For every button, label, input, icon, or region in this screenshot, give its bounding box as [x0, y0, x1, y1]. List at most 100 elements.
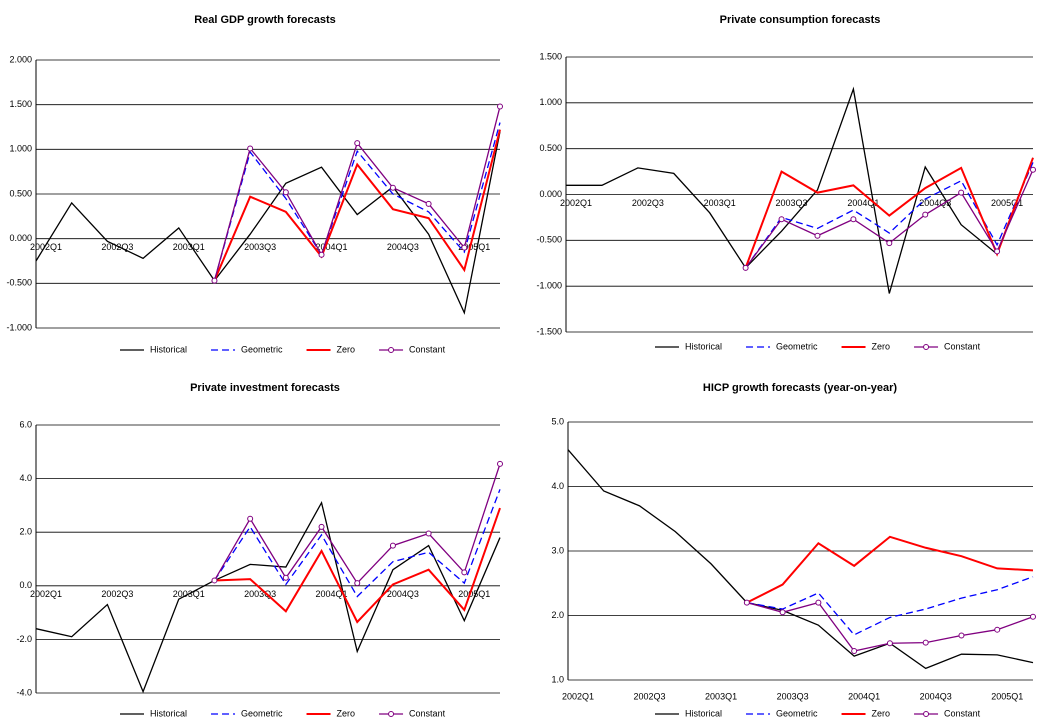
series-marker: [886, 240, 893, 247]
y-tick-label: 6.0: [19, 419, 32, 429]
legend-label: Historical: [685, 341, 722, 351]
series-marker: [886, 640, 893, 647]
y-tick-label: 1.500: [9, 99, 32, 109]
y-tick-label: -0.500: [536, 235, 562, 245]
y-tick-label: 4.0: [551, 481, 564, 491]
y-tick-label: 2.0: [551, 610, 564, 620]
series-marker: [211, 577, 218, 584]
series-marker: [354, 140, 361, 147]
y-tick-label: 1.0: [551, 674, 564, 684]
series-marker: [779, 609, 786, 616]
legend-label: Zero: [337, 344, 356, 354]
series-marker: [497, 460, 503, 467]
x-tick-label: 2002Q3: [634, 691, 666, 701]
series-marker: [814, 232, 821, 239]
series-line: [744, 157, 1034, 269]
x-tick-label: 2005Q1: [458, 242, 490, 252]
series-marker: [994, 626, 1001, 633]
series-marker: [318, 251, 325, 258]
legend-label: Geometric: [241, 344, 283, 354]
series-marker: [247, 515, 254, 522]
legend-label: Zero: [872, 708, 891, 718]
series-line: [213, 106, 501, 281]
series-marker: [778, 216, 785, 223]
x-tick-label: 2003Q3: [777, 691, 809, 701]
x-tick-label: 2002Q1: [562, 691, 594, 701]
y-tick-label: -2.0: [16, 634, 32, 644]
legend-marker: [388, 347, 395, 353]
series-marker: [815, 599, 822, 606]
x-tick-label: 2003Q3: [244, 589, 276, 599]
x-tick-label: 2004Q3: [919, 198, 951, 208]
y-tick-label: 1.500: [539, 51, 562, 61]
legend-marker: [388, 711, 395, 717]
chart: Real GDP growth forecasts -1.000 -0.500 0.0…: [6, 14, 503, 354]
series-line: [35, 500, 501, 694]
chart-title: Private investment forecasts: [190, 382, 340, 394]
x-tick-label: 2004Q1: [316, 242, 348, 252]
x-tick-label: 2002Q1: [560, 198, 592, 208]
x-tick-label: 2002Q1: [30, 242, 62, 252]
series-line: [567, 449, 1034, 670]
series-line: [746, 535, 1034, 604]
legend-label: Zero: [337, 708, 356, 718]
series-marker: [425, 200, 432, 207]
series-marker: [958, 632, 965, 639]
series-marker: [354, 580, 361, 587]
y-tick-label: -0.500: [6, 278, 32, 288]
legend-label: Constant: [409, 708, 446, 718]
series-marker: [958, 189, 965, 196]
series-marker: [282, 189, 289, 196]
x-tick-label: 2003Q1: [173, 242, 205, 252]
y-tick-label: -1.000: [6, 322, 32, 332]
series-line: [213, 489, 501, 598]
series-marker: [851, 647, 858, 654]
legend-label: Geometric: [241, 708, 283, 718]
series-marker: [743, 599, 750, 606]
series-marker: [389, 542, 396, 549]
y-tick-label: 1.000: [539, 97, 562, 107]
y-tick-label: 0.500: [9, 188, 32, 198]
legend-label: Constant: [944, 708, 981, 718]
y-tick-label: 4.0: [19, 473, 32, 483]
x-tick-label: 2003Q3: [776, 198, 808, 208]
y-tick-label: -4.0: [16, 687, 32, 697]
x-tick-label: 2002Q3: [101, 242, 133, 252]
legend-label: Geometric: [776, 341, 818, 351]
legend-marker: [923, 344, 930, 350]
y-tick-label: 3.0: [551, 545, 564, 555]
chart-title: Real GDP growth forecasts: [194, 14, 336, 26]
series-line: [214, 507, 501, 624]
x-tick-label: 2003Q1: [705, 691, 737, 701]
y-tick-label: 2.0: [19, 527, 32, 537]
series-line: [213, 122, 501, 281]
y-tick-label: 5.0: [551, 416, 564, 426]
x-tick-label: 2002Q1: [30, 589, 62, 599]
series-marker: [461, 569, 468, 576]
legend-label: Historical: [685, 708, 722, 718]
series-marker: [1030, 166, 1036, 173]
legend-label: Constant: [409, 344, 446, 354]
legend-label: Zero: [872, 341, 891, 351]
chart: HICP growth forecasts (year-on-year) 1.0 2…: [551, 382, 1036, 718]
x-tick-label: 2004Q1: [848, 691, 880, 701]
x-tick-label: 2004Q1: [847, 198, 879, 208]
series-line: [566, 86, 1034, 294]
y-tick-label: 0.000: [9, 233, 32, 243]
chart: Private investment forecasts-4.0-2.00.02…: [16, 382, 503, 718]
y-tick-label: 0.0: [19, 580, 32, 590]
x-tick-label: 2002Q3: [101, 589, 133, 599]
y-tick-label: -1.500: [536, 326, 562, 336]
series-line: [745, 169, 1034, 269]
x-tick-label: 2004Q3: [387, 589, 419, 599]
series-marker: [1030, 613, 1036, 620]
legend-label: Historical: [150, 344, 187, 354]
x-tick-label: 2005Q1: [991, 691, 1023, 701]
series-marker: [922, 639, 929, 646]
x-tick-label: 2005Q1: [458, 589, 490, 599]
y-tick-label: 2.000: [9, 54, 32, 64]
series-line: [35, 131, 501, 315]
x-tick-label: 2003Q1: [704, 198, 736, 208]
y-tick-label: 0.000: [539, 189, 562, 199]
